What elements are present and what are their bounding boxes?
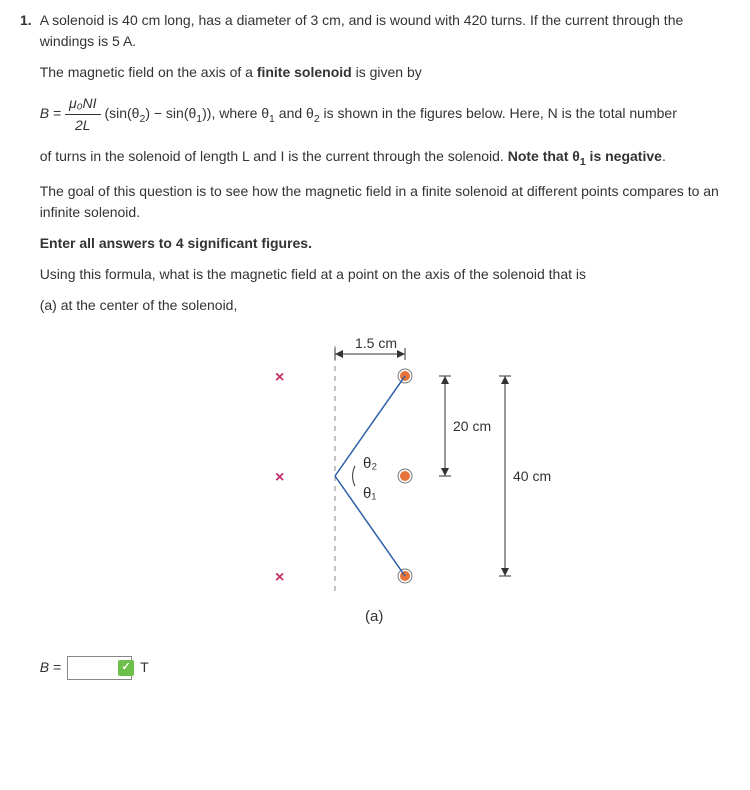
t: is shown in the figures below. Here, N i… [320,105,677,121]
formula-row: B = μ₀NI 2L (sin(θ2) − sin(θ1)), where θ… [40,93,730,136]
para-prompt: Using this formula, what is the magnetic… [40,264,730,285]
text: . [662,148,666,164]
arrowhead-icon [397,350,405,358]
formula-fraction: μ₀NI 2L [65,93,101,136]
t: ) − sin(θ [145,105,196,121]
dim-label: 40 cm [513,468,551,484]
text: of turns in the solenoid of length L and… [40,148,508,164]
t: Note that θ [508,148,580,164]
t: (sin(θ [104,105,139,121]
dim-label: 20 cm [453,418,491,434]
theta2-label: θ₂ [363,455,377,472]
arrowhead-icon [441,376,449,384]
text: The magnetic field on the axis of a [40,64,257,80]
para-goal: The goal of this question is to see how … [40,181,730,223]
arrowhead-icon [501,376,509,384]
x-mark-icon: × [275,369,284,386]
question-body: A solenoid is 40 cm long, has a diameter… [40,10,730,680]
text-bold: finite solenoid [257,64,352,80]
question-number: 1. [20,10,32,680]
coil-bot: × [275,569,412,586]
diagram-container: 1.5 cm × × × [40,336,730,636]
text: is given by [352,64,422,80]
coil-top: × [275,369,412,386]
question-container: 1. A solenoid is 40 cm long, has a diame… [20,10,730,680]
x-mark-icon: × [275,569,284,586]
dim-label: 1.5 cm [355,336,397,351]
arrowhead-icon [501,568,509,576]
t: )), where θ [202,105,269,121]
angle-arc [352,466,354,486]
para-intro: A solenoid is 40 cm long, has a diameter… [40,10,730,52]
answer-unit: T [140,657,149,678]
x-mark-icon: × [275,469,284,486]
answer-lhs: B = [40,657,61,678]
t: and θ [275,105,314,121]
frac-num: μ₀NI [65,93,101,115]
arrowhead-icon [335,350,343,358]
text-bold: Note that θ1 is negative [508,148,662,164]
answer-row: B = ✓ T [40,656,730,680]
solenoid-diagram: 1.5 cm × × × [205,336,565,636]
para-finite: The magnetic field on the axis of a fini… [40,62,730,83]
t: is negative [586,148,662,164]
para-note: of turns in the solenoid of length L and… [40,146,730,171]
formula-lhs: B = [40,105,61,121]
theta1-label: θ₁ [363,485,376,502]
frac-den: 2L [65,115,101,136]
dot-icon [400,471,410,481]
coil-mid: × [275,469,412,486]
diagram-caption: (a) [365,608,383,625]
correct-badge-icon: ✓ [118,660,134,676]
para-part-a: (a) at the center of the solenoid, [40,295,730,316]
para-sigfigs: Enter all answers to 4 significant figur… [40,233,730,254]
arrowhead-icon [441,468,449,476]
formula-text: (sin(θ2) − sin(θ1)), where θ1 and θ2 is … [104,105,676,121]
